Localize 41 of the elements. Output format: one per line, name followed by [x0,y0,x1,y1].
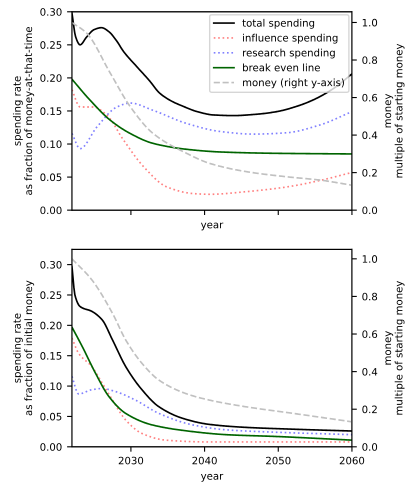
y-tick-label: 0.10 [40,382,62,390]
y2-axis-title: money multiple of starting money [385,280,405,415]
y2-tick-label: 0.6 [362,94,378,102]
y2-tick-label: 0.4 [362,131,378,140]
y2-tick-label: 0.4 [362,368,378,376]
x-axis-title: year [200,474,224,482]
y2-tick-label: 0.6 [362,330,378,338]
x-axis-title: year [200,222,224,230]
y-tick-label: 0.15 [40,352,62,360]
y-axis-title: spending rate as fraction of money-at-that-time [12,26,34,195]
y2-tick-label: 0.8 [362,292,378,300]
x-tick-label: 2060 [340,456,364,464]
y2-tick-label: 1.0 [362,255,378,263]
y-tick-label: 0.05 [40,173,62,182]
y2-tick-label: 0.2 [362,168,377,177]
legend-label: total spending [242,18,314,29]
y2-axis-title: money multiple of starting money [385,44,405,178]
y2-tick-label: 0.0 [362,206,378,214]
y-tick-label: 0.20 [40,322,62,330]
y-tick-label: 0.25 [40,41,62,49]
y2-tick-label: 0.2 [362,406,377,414]
y2-tick-label: 0.8 [362,56,378,64]
y-tick-label: 0.00 [40,206,62,214]
y-tick-label: 0.30 [40,260,62,269]
legend-label: break even line [243,64,320,72]
y-tick-label: 0.00 [40,443,62,451]
y-tick-label: 0.10 [40,140,62,148]
legend-label: money (right y-axis) [243,78,344,88]
legend-label: influence spending [243,34,338,44]
y2-tick-label: 0.0 [362,443,378,451]
y-tick-label: 0.15 [40,107,62,115]
y-tick-label: 0.05 [40,412,62,420]
y2-tick-label: 1.0 [362,18,378,26]
x-tick-label: 2040 [192,456,217,464]
x-tick-label: 2030 [118,456,144,464]
legend-label: research spending [243,48,335,58]
y-tick-label: 0.25 [40,291,62,299]
y-axis-title: spending rate as fraction of initial money [12,280,34,416]
y-tick-label: 0.20 [40,74,62,82]
y-tick-label: 0.30 [40,8,62,16]
x-tick-label: 2050 [266,456,290,464]
